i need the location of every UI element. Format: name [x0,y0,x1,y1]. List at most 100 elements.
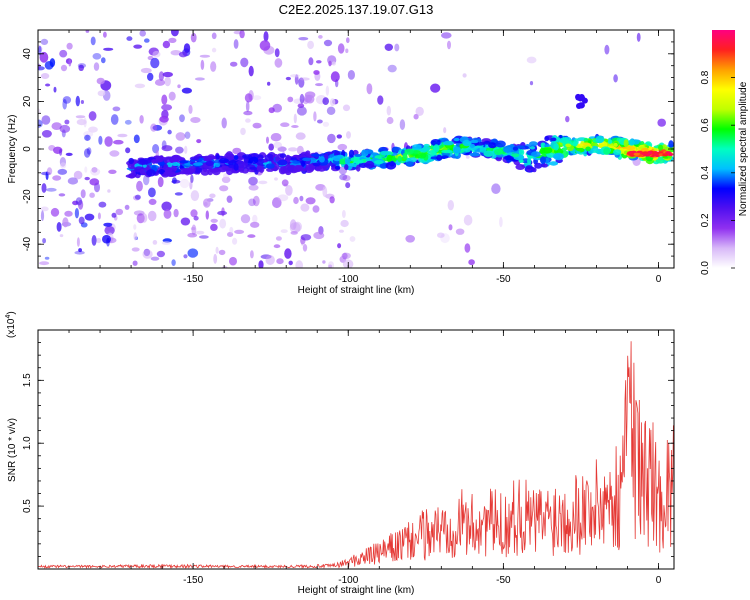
spectrogram-blob [199,235,209,239]
spectrogram-blob [148,198,157,205]
spectrogram-blob [181,87,192,94]
spectrogram-blob [252,122,262,129]
spectrogram-blob [106,237,110,247]
spectrogram-ridge-blob [529,146,536,150]
chart-title: C2E2.2025.137.19.07.G13 [279,2,434,17]
spectrogram-blob [167,129,172,135]
spectrogram-blob [285,76,291,81]
x-tick-label: -150 [183,575,203,586]
spectrogram-ridge-blob [146,169,156,177]
spectrogram-ridge-blob [193,166,203,174]
spectrogram-blob [50,207,60,217]
spectrogram-ridge-blob [525,165,533,170]
spectrogram-blob [175,146,184,154]
spectrogram-blob [191,224,197,236]
colorbar-ticks: 0.0 0.2 0.4 0.6 0.8 [700,70,735,275]
spectrogram-blob [75,115,86,119]
spectrogram-ridge-blob [279,153,287,158]
spectrogram-blob [289,219,297,231]
spectrogram-blob [136,180,143,192]
spectrogram-ridge-blob [354,153,362,157]
spectrogram-blob [97,90,106,97]
spectrogram-ridge-blob [171,162,180,167]
spectrogram-blob [161,201,172,212]
spectrogram-ridge-blob [504,155,515,161]
spectrogram-blob [139,30,146,37]
spectrogram-ridge-blob [233,155,239,160]
spectrogram-blob [154,79,166,86]
svg-text:(x104): (x104) [5,311,17,338]
colorbar-tick-label: 0.4 [700,165,711,179]
spectrogram-blob [337,243,342,249]
spectrogram-blob [394,43,400,52]
spectrogram-blob [265,255,275,265]
spectrogram-blob [210,223,218,231]
spectrogram-ridge-blob [364,149,374,154]
spectrogram-ridge-blob [332,155,342,162]
spectrogram-blob [117,133,128,138]
spectrogram-blob [44,61,54,70]
spectrogram-blob [274,177,278,181]
spectrogram-blob [175,132,186,141]
spectrogram-blob [67,177,79,185]
spectrogram-blob [177,84,181,89]
spectrogram-blob [377,95,384,105]
spectrogram-ridge-blob [163,171,174,176]
spectrogram-blob [179,178,190,189]
spectrogram-blob [193,216,199,221]
spectrogram-ridge-blob [305,163,316,172]
spectrogram-ridge-blob [226,167,234,176]
spectrogram-blob [415,106,424,116]
spectrogram-ridge-blob [468,137,473,141]
spectrogram-blob [172,177,177,184]
spectrogram-blob [152,50,161,58]
colorbar-tick-label: 0.0 [700,261,711,275]
spectrogram-blob [300,234,312,241]
spectrogram-ridge-blob [452,146,461,154]
spectrogram-peak-blob [642,151,649,155]
spectrogram-blob [133,44,143,49]
spectrogram-blob [290,74,300,78]
spectrogram-blob [565,115,570,123]
spectrogram-blob [168,91,176,101]
colorbar-gradient [712,30,735,268]
spectrogram-blob [366,83,373,95]
spectrogram-blob [143,174,150,186]
spectrogram-blob [73,170,83,180]
spectrogram-ridge-blob [305,150,311,157]
spectrogram-ridge-blob [265,163,275,169]
spectrogram-blob [183,254,188,259]
spectrogram-blob [133,210,145,216]
spectrogram-ridge-blob [339,158,346,165]
spectrogram-blob [345,48,349,54]
spectrogram-blob [40,210,45,221]
spectrogram-blob [244,93,253,103]
spectrogram-blob [296,106,307,116]
spectrogram-blob [62,96,72,104]
spectrogram-ridge-blob [462,139,472,147]
spectrogram-blob [179,114,185,123]
spectrogram-blob [44,256,50,260]
spectrogram-blob [399,119,406,130]
spectrogram-blob [84,148,91,158]
spectrogram-blob [195,230,205,235]
spectrogram-ridge-blob [397,155,403,163]
spectrogram-blob [288,147,298,152]
spectrogram-blob [190,190,200,202]
spectrogram-blob [188,104,193,114]
spectrogram-ridge-blob [402,152,408,160]
spectrogram-blob [280,122,290,127]
spectrogram-blob [230,61,238,67]
spectrogram-blob [329,196,335,204]
spectrogram-blob [272,103,283,113]
y-tick-label: 1.0 [22,436,33,450]
spectrogram-blob [341,252,351,259]
x-tick-label: -50 [496,274,511,285]
spectrogram-blob [336,134,342,139]
spectrogram-y-axis: -40 -20 0 20 40 [22,29,674,269]
spectrogram-ridge-blob [527,157,532,166]
spectrogram-blob [280,229,288,234]
spectrogram-blob [263,31,269,42]
spectrogram-blob [158,71,164,81]
spectrogram-blob [57,168,68,175]
